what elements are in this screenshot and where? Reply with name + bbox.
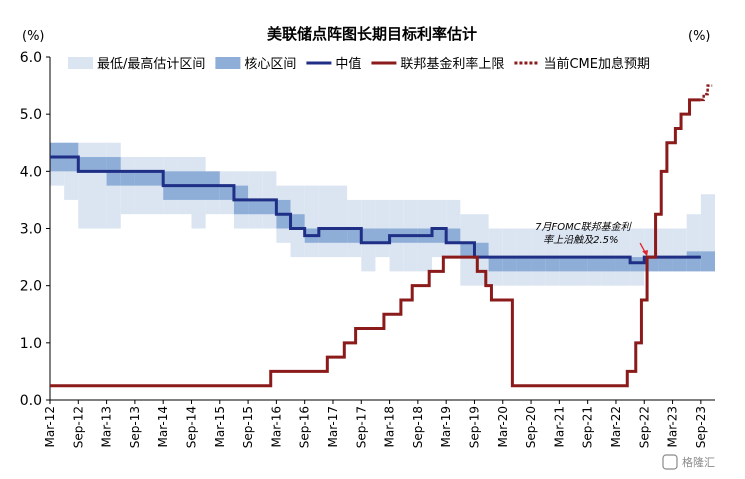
x-tick-label: Mar-18	[383, 406, 397, 447]
x-tick-label: Sep-13	[128, 406, 142, 448]
band-segment-1-21	[460, 242, 475, 258]
band-segment-1-30	[615, 257, 631, 272]
x-tick-label: Mar-17	[326, 406, 340, 447]
legend-label: 最低/最高估计区间	[97, 56, 205, 72]
band-segment-1-36	[700, 251, 715, 272]
band-segment-1-28	[559, 257, 588, 272]
legend-label: 中值	[335, 56, 361, 72]
y-tick-label: 5.0	[20, 107, 42, 123]
band-segment-1-3	[120, 171, 135, 186]
x-tick-label: Sep-14	[184, 406, 198, 448]
chart-title: 美联储点阵图长期目标利率估计	[267, 25, 477, 43]
x-tick-label: Sep-19	[467, 406, 481, 448]
x-tick-label: Sep-16	[298, 406, 312, 448]
annotation-line-2: 率上沿触及2.5%	[543, 234, 618, 246]
band-segment-1-22	[474, 242, 489, 258]
x-tick-label: Sep-23	[694, 406, 708, 448]
band-segment-1-29	[587, 257, 616, 272]
band-segment-0-41	[630, 228, 645, 286]
x-tick-label: Mar-21	[552, 406, 566, 447]
legend-swatch	[68, 57, 93, 69]
y-tick-label: 2.0	[20, 279, 42, 295]
band-segment-0-19	[318, 185, 333, 258]
x-tick-label: Mar-22	[609, 406, 623, 447]
band-segment-1-1	[78, 157, 107, 172]
series-line-0	[50, 155, 701, 265]
x-tick-label: Mar-20	[496, 406, 510, 447]
y-unit-left: (%)	[22, 29, 45, 44]
series-dashed-0	[700, 84, 713, 102]
x-tick-label: Mar-23	[666, 406, 680, 447]
legend-swatch	[215, 57, 241, 69]
watermark: 格隆汇	[662, 454, 715, 470]
y-tick-label: 3.0	[20, 222, 42, 238]
y-tick-label: 6.0	[20, 50, 42, 66]
y-axis-ticks: 0.0 1.0 2.0 3.0 4.0 5.0 6.0	[20, 50, 50, 409]
x-tick-label: Mar-15	[213, 406, 227, 447]
watermark-logo-icon	[662, 454, 678, 470]
band-segment-1-14	[332, 228, 348, 243]
y-tick-label: 0.0	[20, 393, 42, 409]
x-tick-label: Mar-19	[439, 406, 453, 447]
x-tick-label: Sep-12	[71, 406, 85, 448]
band-segment-1-25	[516, 257, 532, 272]
band-segment-0-2	[78, 142, 93, 229]
x-tick-label: Sep-15	[241, 406, 255, 448]
legend-label: 核心区间	[244, 57, 296, 72]
band-segment-1-11	[290, 214, 305, 229]
x-tick-label: Sep-18	[411, 406, 425, 448]
x-tick-label: Sep-20	[524, 406, 538, 448]
band-segment-1-7	[219, 185, 234, 200]
x-tick-label: Mar-16	[269, 406, 283, 447]
watermark-text: 格隆汇	[682, 455, 715, 469]
band-layer	[50, 142, 715, 286]
line-layer	[50, 84, 713, 388]
x-axis-ticks: Mar-12 Sep-12 Mar-13 Sep-13 Mar-14 Sep-14 Mar-…	[43, 400, 708, 448]
annotation-line-1: 7月FOMC联邦基金利	[535, 221, 633, 233]
band-segment-1-9	[248, 199, 277, 215]
x-tick-label: Sep-21	[581, 406, 595, 448]
band-segment-1-27	[545, 257, 560, 272]
legend: 最低/最高估计区间 核心区间 中值 联邦基金利率上限 当前CME加息预期	[68, 56, 650, 72]
band-segment-1-19	[432, 228, 447, 243]
band-segment-1-20	[446, 228, 461, 243]
x-tick-label: Sep-17	[354, 406, 368, 448]
band-segment-1-26	[531, 257, 546, 272]
legend-label: 联邦基金利率上限	[400, 56, 504, 72]
band-segment-1-15	[347, 228, 362, 243]
band-segment-1-4	[134, 171, 164, 186]
band-segment-1-23	[488, 257, 503, 272]
band-segment-1-35	[686, 251, 701, 272]
x-tick-label: Mar-12	[43, 406, 57, 447]
band-segment-1-34	[672, 257, 687, 272]
series-line-1	[50, 98, 701, 388]
band-segment-0-20	[332, 185, 348, 258]
x-tick-label: Sep-22	[637, 406, 651, 448]
band-segment-1-16	[361, 228, 390, 243]
band-segment-1-13	[318, 228, 333, 243]
x-tick-label: Mar-14	[156, 406, 170, 447]
legend-label: 当前CME加息预期	[543, 56, 650, 72]
y-tick-label: 1.0	[20, 336, 42, 352]
y-tick-label: 4.0	[20, 164, 42, 180]
y-unit-right: (%)	[688, 29, 711, 44]
x-tick-label: Mar-13	[100, 406, 114, 447]
band-segment-1-24	[502, 257, 517, 272]
band-segment-0-18	[304, 185, 319, 258]
band-segment-0-3	[92, 142, 107, 229]
annotation-arrow-icon	[642, 250, 649, 257]
band-segment-1-33	[658, 257, 673, 272]
